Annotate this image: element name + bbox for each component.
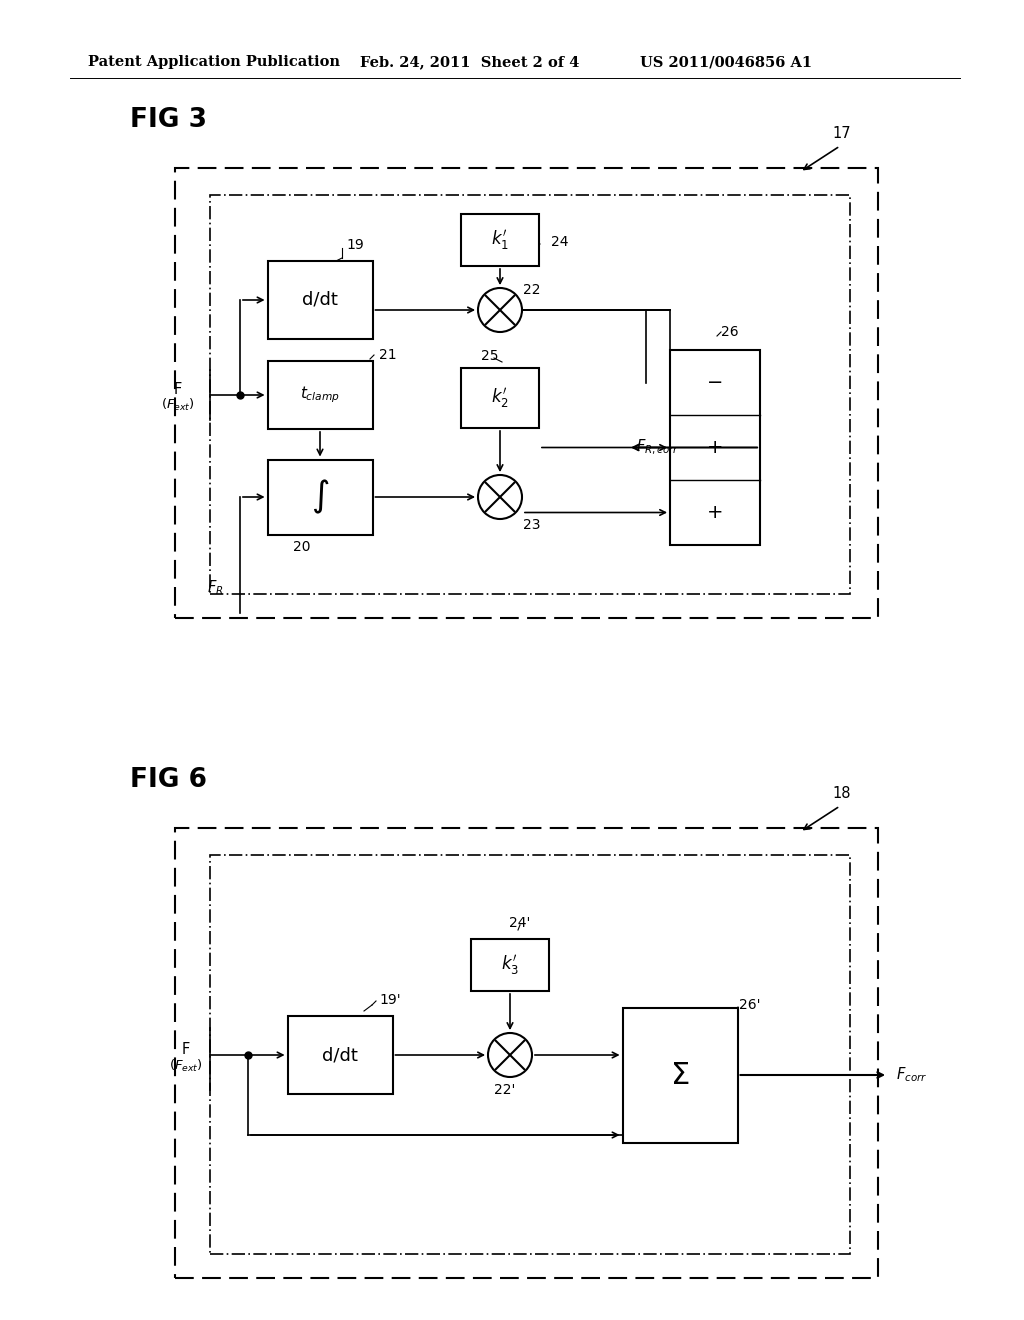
Bar xyxy=(267,360,373,429)
Bar xyxy=(175,168,878,618)
Text: Patent Application Publication: Patent Application Publication xyxy=(88,55,340,69)
Circle shape xyxy=(488,1034,532,1077)
Text: $(F_{ext})$: $(F_{ext})$ xyxy=(161,397,195,413)
Bar xyxy=(461,214,539,267)
Text: 18: 18 xyxy=(831,785,851,800)
Text: 26': 26' xyxy=(739,998,761,1012)
Bar xyxy=(461,368,539,428)
Bar xyxy=(175,828,878,1278)
Text: 22': 22' xyxy=(495,1082,516,1097)
Text: $F_{corr}$: $F_{corr}$ xyxy=(896,1065,928,1084)
Bar xyxy=(267,261,373,339)
Text: 22: 22 xyxy=(523,282,541,297)
Text: $k_3'$: $k_3'$ xyxy=(501,953,519,977)
Text: 20: 20 xyxy=(293,540,310,554)
Bar xyxy=(210,195,850,594)
Text: 25: 25 xyxy=(481,348,499,363)
Bar xyxy=(210,855,850,1254)
Text: +: + xyxy=(707,503,723,521)
Text: 24': 24' xyxy=(509,916,530,931)
Text: FIG 3: FIG 3 xyxy=(130,107,207,133)
Text: F: F xyxy=(174,383,182,397)
Text: US 2011/0046856 A1: US 2011/0046856 A1 xyxy=(640,55,812,69)
Bar xyxy=(471,939,549,991)
Text: $k_1'$: $k_1'$ xyxy=(490,228,509,252)
Text: 19': 19' xyxy=(379,993,400,1007)
Text: 24: 24 xyxy=(551,235,568,249)
Text: F: F xyxy=(182,1043,190,1057)
Text: $t_{clamp}$: $t_{clamp}$ xyxy=(300,384,340,405)
Text: +: + xyxy=(707,438,723,457)
Circle shape xyxy=(478,475,522,519)
Bar xyxy=(288,1016,392,1094)
Text: Feb. 24, 2011  Sheet 2 of 4: Feb. 24, 2011 Sheet 2 of 4 xyxy=(360,55,580,69)
Text: FIG 6: FIG 6 xyxy=(130,767,207,793)
Text: 21: 21 xyxy=(379,348,397,362)
Bar xyxy=(670,350,760,545)
Text: 26: 26 xyxy=(721,325,738,339)
Text: 17: 17 xyxy=(831,125,851,140)
Text: $F_{R,corr}$: $F_{R,corr}$ xyxy=(636,438,680,457)
Text: $(F_{ext})$: $(F_{ext})$ xyxy=(169,1057,203,1074)
Text: −: − xyxy=(707,374,723,392)
Text: $k_2'$: $k_2'$ xyxy=(492,385,509,411)
Text: $\int$: $\int$ xyxy=(311,478,329,516)
Text: 19: 19 xyxy=(346,238,364,252)
Text: d/dt: d/dt xyxy=(302,290,338,309)
Bar xyxy=(623,1007,737,1143)
Text: d/dt: d/dt xyxy=(323,1045,358,1064)
Circle shape xyxy=(478,288,522,333)
Text: $F_R$: $F_R$ xyxy=(207,578,223,598)
Text: $\Sigma$: $\Sigma$ xyxy=(671,1060,690,1089)
Bar xyxy=(267,459,373,535)
Text: 23: 23 xyxy=(523,517,541,532)
